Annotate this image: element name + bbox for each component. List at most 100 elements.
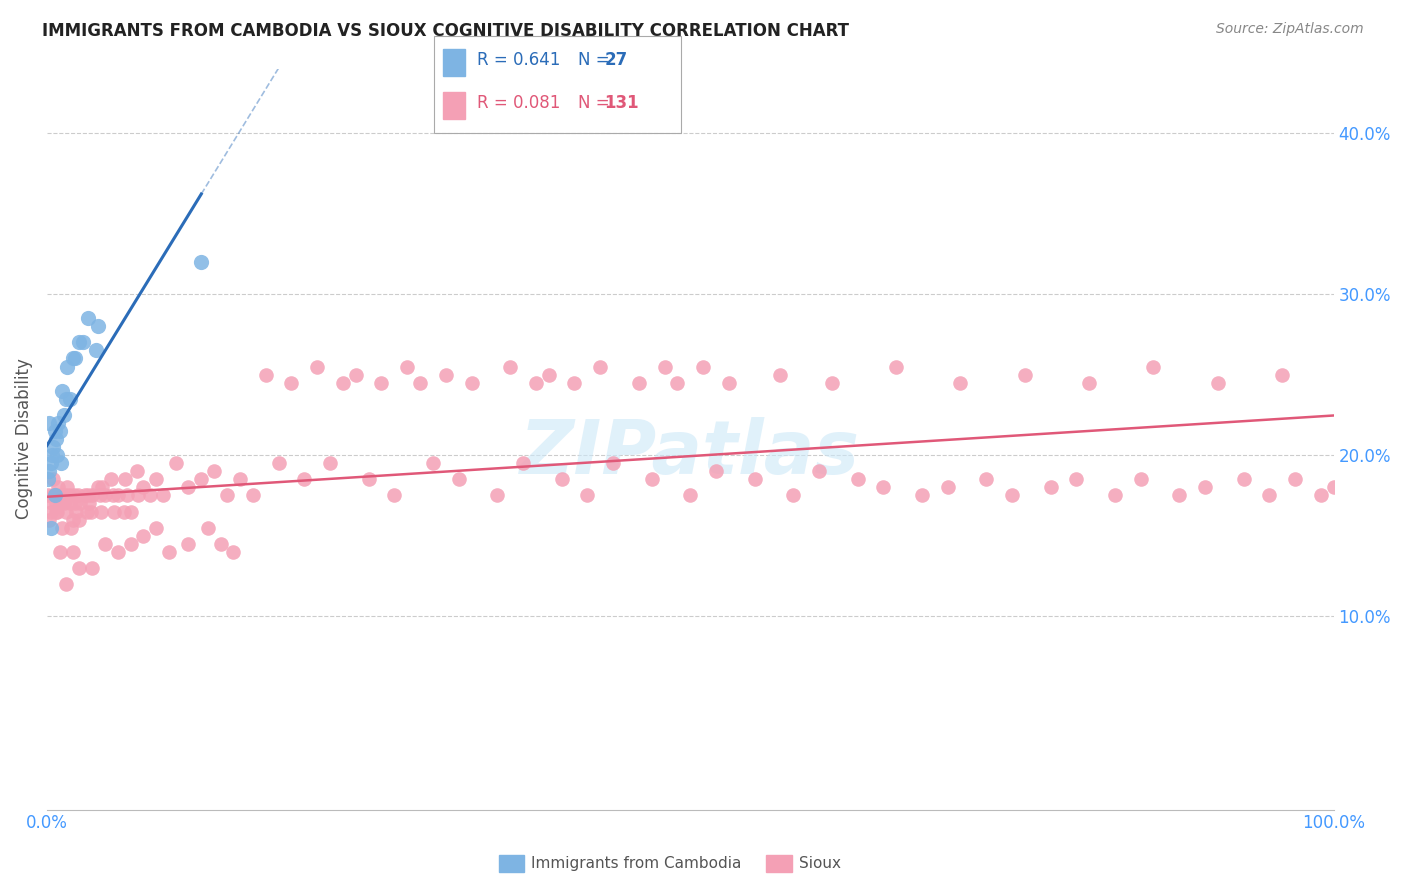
Point: [45, 496, 67, 510]
Point: [42, 472, 65, 486]
Point: [157, 545, 180, 559]
Point: [77, 311, 100, 326]
Point: [38, 416, 60, 430]
Point: [48, 480, 70, 494]
Point: [94, 537, 117, 551]
Point: [125, 464, 148, 478]
Point: [1039, 480, 1062, 494]
Point: [602, 456, 624, 470]
Point: [77, 488, 100, 502]
Point: [267, 456, 290, 470]
Point: [90, 504, 112, 518]
Point: [72, 335, 94, 350]
Point: [666, 376, 689, 390]
Point: [114, 472, 136, 486]
Point: [769, 368, 792, 382]
Point: [152, 488, 174, 502]
Point: [103, 504, 125, 518]
Point: [872, 480, 894, 494]
Point: [80, 488, 103, 502]
Point: [79, 496, 101, 510]
Point: [177, 480, 200, 494]
Point: [37, 472, 59, 486]
Point: [59, 496, 82, 510]
Point: [434, 368, 457, 382]
Point: [69, 496, 91, 510]
Point: [52, 496, 75, 510]
Point: [42, 488, 65, 502]
Point: [846, 472, 869, 486]
Point: [66, 488, 89, 502]
Point: [215, 488, 238, 502]
Point: [564, 376, 586, 390]
Point: [53, 488, 76, 502]
Point: [499, 359, 522, 374]
Text: R = 0.641: R = 0.641: [477, 51, 560, 69]
Point: [190, 255, 212, 269]
Point: [1206, 376, 1229, 390]
Point: [1271, 368, 1294, 382]
Point: [62, 512, 84, 526]
Point: [396, 359, 419, 374]
Point: [409, 376, 432, 390]
Point: [209, 537, 232, 551]
Point: [1323, 480, 1346, 494]
Point: [807, 464, 830, 478]
Point: [1014, 368, 1036, 382]
Point: [1284, 472, 1306, 486]
Point: [1232, 472, 1254, 486]
Point: [49, 545, 72, 559]
Point: [46, 504, 69, 518]
Point: [67, 561, 90, 575]
Point: [60, 521, 83, 535]
Point: [949, 376, 972, 390]
Point: [44, 488, 66, 502]
Point: [382, 488, 405, 502]
Point: [94, 488, 117, 502]
Point: [537, 368, 560, 382]
Point: [45, 504, 67, 518]
Point: [460, 376, 482, 390]
Point: [79, 504, 101, 518]
Point: [48, 416, 70, 430]
Point: [59, 392, 82, 406]
Point: [127, 488, 149, 502]
Point: [55, 504, 77, 518]
Point: [63, 351, 86, 366]
Point: [974, 472, 997, 486]
Point: [115, 488, 138, 502]
Point: [67, 335, 90, 350]
Point: [42, 440, 65, 454]
Point: [177, 537, 200, 551]
Point: [49, 488, 72, 502]
Point: [292, 472, 315, 486]
Point: [145, 472, 167, 486]
Point: [41, 448, 63, 462]
Point: [132, 529, 155, 543]
Point: [1104, 488, 1126, 502]
Point: [512, 456, 534, 470]
Point: [120, 504, 142, 518]
Point: [222, 545, 245, 559]
Point: [332, 376, 354, 390]
Point: [120, 537, 142, 551]
Point: [49, 496, 72, 510]
Point: [1142, 359, 1164, 374]
Point: [679, 488, 702, 502]
Point: [107, 488, 129, 502]
Point: [422, 456, 444, 470]
Point: [370, 376, 392, 390]
Point: [89, 488, 111, 502]
Point: [132, 480, 155, 494]
Point: [190, 472, 212, 486]
Text: IMMIGRANTS FROM CAMBODIA VS SIOUX COGNITIVE DISABILITY CORRELATION CHART: IMMIGRANTS FROM CAMBODIA VS SIOUX COGNIT…: [42, 22, 849, 40]
Point: [101, 488, 124, 502]
Point: [447, 472, 470, 486]
Text: 131: 131: [605, 94, 640, 112]
Point: [307, 359, 329, 374]
Point: [62, 351, 84, 366]
Point: [704, 464, 727, 478]
Point: [524, 376, 547, 390]
Text: Sioux: Sioux: [799, 856, 841, 871]
Point: [197, 521, 219, 535]
